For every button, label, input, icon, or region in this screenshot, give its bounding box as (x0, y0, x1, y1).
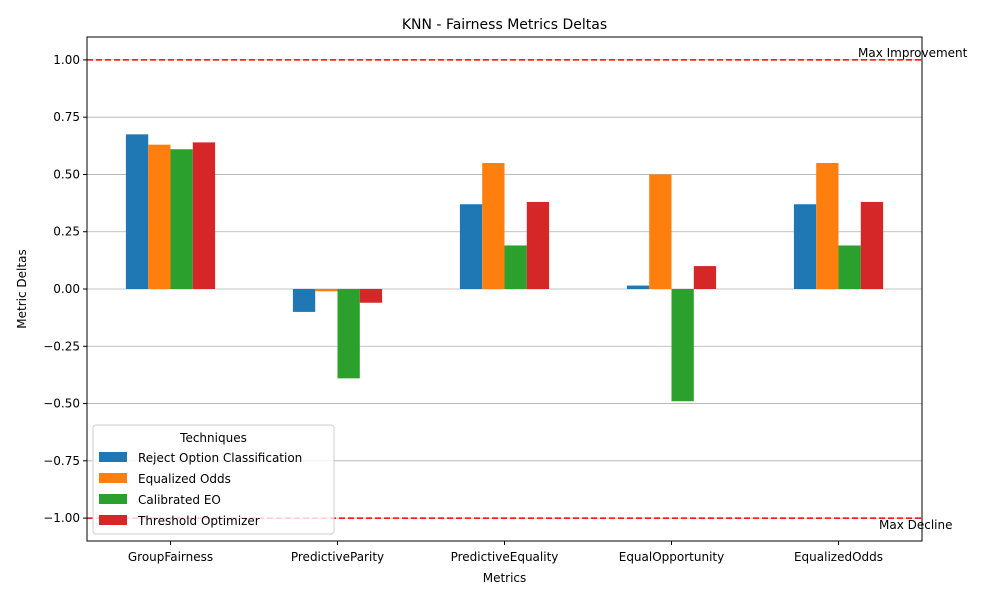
y-tick-label: −0.75 (43, 454, 80, 468)
x-axis-label: Metrics (483, 571, 527, 585)
legend-items: Reject Option Classification Equalized Od… (99, 451, 302, 528)
bar (125, 134, 149, 289)
legend-label: Equalized Odds (138, 472, 231, 486)
y-tick-label: 0.50 (53, 167, 80, 181)
legend-swatch (99, 452, 127, 462)
y-tick-label: −1.00 (43, 511, 80, 525)
bar (192, 142, 216, 289)
bar (170, 149, 193, 289)
y-tick-label: 1.00 (53, 53, 80, 67)
bar (649, 174, 672, 289)
bar (292, 289, 316, 312)
legend-label: Calibrated EO (138, 493, 221, 507)
reference-label: Max Decline (879, 518, 953, 532)
y-tick-label: 0.25 (53, 225, 80, 239)
legend: Techniques Reject Option Classification E… (92, 424, 335, 535)
bar (838, 245, 861, 289)
y-axis-label: Metric Deltas (15, 249, 29, 328)
x-axis-ticks: GroupFairness PredictiveParity PredictiveE… (128, 541, 883, 564)
x-tick-label: PredictiveEquality (451, 550, 559, 564)
bar (626, 285, 650, 289)
y-tick-label: −0.50 (43, 397, 80, 411)
legend-title: Techniques (179, 431, 247, 445)
legend-frame (92, 424, 335, 535)
bar (793, 204, 817, 289)
reference-label: Max Improvement (858, 46, 968, 60)
x-tick-label: PredictiveParity (291, 550, 384, 564)
bars (125, 134, 884, 402)
y-tick-label: 0.00 (53, 282, 80, 296)
reference-annotations: Max Improvement Max Decline (858, 46, 968, 532)
bar (459, 204, 483, 289)
y-axis-ticks: −1.00 −0.75 −0.50 −0.25 0.00 0.25 0.50 0.75 1.00 (43, 53, 87, 525)
bar (860, 201, 884, 289)
legend-label: Threshold Optimizer (137, 514, 260, 528)
bar (337, 289, 360, 379)
bar (816, 163, 839, 289)
x-tick-label: EqualizedOdds (794, 550, 883, 564)
bar (359, 289, 383, 303)
x-tick-label: GroupFairness (128, 550, 213, 564)
legend-swatch (99, 515, 127, 525)
chart-title: KNN - Fairness Metrics Deltas (402, 17, 607, 33)
bar (482, 163, 505, 289)
legend-label: Reject Option Classification (138, 451, 302, 465)
bar (671, 289, 694, 402)
bar (504, 245, 527, 289)
y-tick-label: −0.25 (43, 339, 80, 353)
y-tick-label: 0.75 (53, 110, 80, 124)
legend-swatch (99, 473, 127, 483)
bar (693, 266, 717, 289)
x-tick-label: EqualOpportunity (619, 550, 725, 564)
bar (526, 201, 550, 289)
bar (315, 289, 338, 292)
bar (148, 144, 171, 289)
legend-swatch (99, 494, 127, 504)
